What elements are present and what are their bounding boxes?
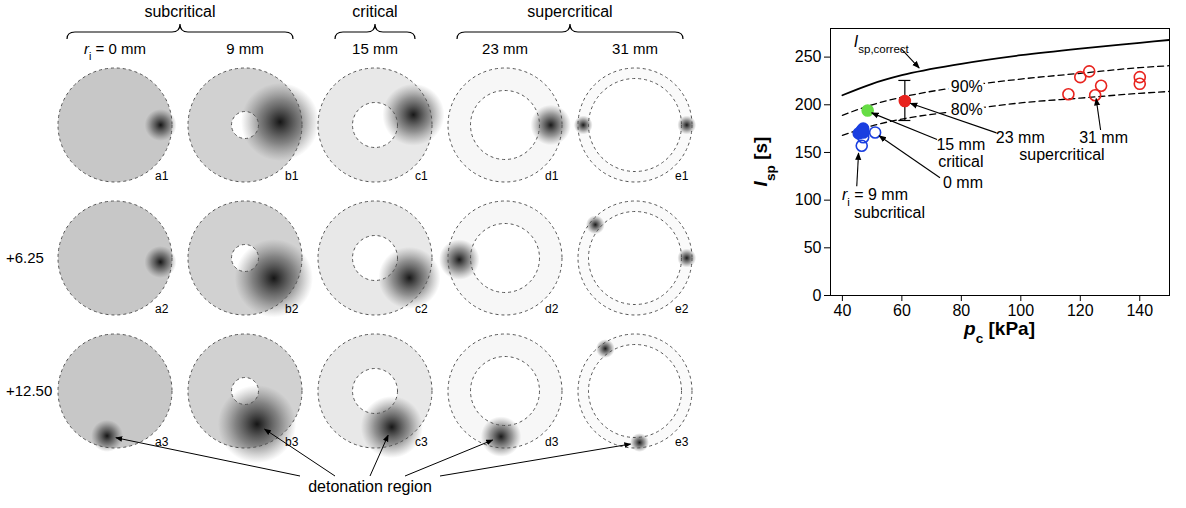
svg-text:e3: e3 xyxy=(675,435,689,449)
svg-text:100: 100 xyxy=(1007,302,1034,319)
svg-text:150: 150 xyxy=(795,144,822,161)
svg-text:100: 100 xyxy=(795,191,822,208)
svg-text:supercritical: supercritical xyxy=(1019,146,1104,163)
svg-text:e2: e2 xyxy=(675,302,689,316)
svg-text:d2: d2 xyxy=(545,302,559,316)
svg-text:a1: a1 xyxy=(155,169,169,183)
svg-text:c2: c2 xyxy=(415,302,428,316)
svg-text:23 mm: 23 mm xyxy=(482,40,528,57)
svg-text:60: 60 xyxy=(893,302,911,319)
svg-text:subcritical: subcritical xyxy=(854,204,925,221)
svg-text:0: 0 xyxy=(813,287,822,304)
svg-text:c1: c1 xyxy=(415,169,428,183)
svg-text:120: 120 xyxy=(1067,302,1094,319)
svg-text:d3: d3 xyxy=(545,435,559,449)
svg-text:subcritical: subcritical xyxy=(144,3,215,20)
svg-text:9 mm: 9 mm xyxy=(226,40,264,57)
svg-text:a2: a2 xyxy=(155,302,169,316)
svg-text:Isp,correct: Isp,correct xyxy=(854,33,910,55)
svg-text:80: 80 xyxy=(952,302,970,319)
svg-text:a3: a3 xyxy=(155,435,169,449)
svg-text:31 mm: 31 mm xyxy=(612,40,658,57)
svg-text:50: 50 xyxy=(804,239,822,256)
svg-text:supercritical: supercritical xyxy=(527,3,612,20)
svg-text:+12.50: +12.50 xyxy=(6,382,52,399)
svg-text:+6.25: +6.25 xyxy=(6,249,44,266)
svg-text:b3: b3 xyxy=(285,435,299,449)
svg-text:40: 40 xyxy=(833,302,851,319)
svg-text:critical: critical xyxy=(352,3,397,20)
svg-text:d1: d1 xyxy=(545,169,559,183)
svg-text:b1: b1 xyxy=(285,169,299,183)
svg-text:ri = 0 mm: ri = 0 mm xyxy=(84,40,146,62)
svg-text:90%: 90% xyxy=(951,78,983,95)
html-text:ri= 9 mm: ri= 9 mm xyxy=(841,185,908,208)
svg-text:e1: e1 xyxy=(675,169,689,183)
svg-text:c3: c3 xyxy=(415,435,428,449)
svg-text:250: 250 xyxy=(795,48,822,65)
svg-text:pc [kPa]: pc [kPa] xyxy=(963,318,1035,345)
svg-text:detonation region: detonation region xyxy=(308,478,432,495)
svg-text:80%: 80% xyxy=(951,101,983,118)
svg-text:15 mm: 15 mm xyxy=(352,40,398,57)
svg-text:b2: b2 xyxy=(285,302,299,316)
svg-text:23 mm: 23 mm xyxy=(996,129,1045,146)
svg-text:31 mm: 31 mm xyxy=(1079,129,1128,146)
svg-text:0 mm: 0 mm xyxy=(943,174,983,191)
svg-text:140: 140 xyxy=(1126,302,1153,319)
svg-text:critical: critical xyxy=(938,153,983,170)
svg-text:15 mm: 15 mm xyxy=(936,136,985,153)
svg-text:200: 200 xyxy=(795,96,822,113)
svg-text:Isp [s]: Isp [s] xyxy=(750,137,778,187)
